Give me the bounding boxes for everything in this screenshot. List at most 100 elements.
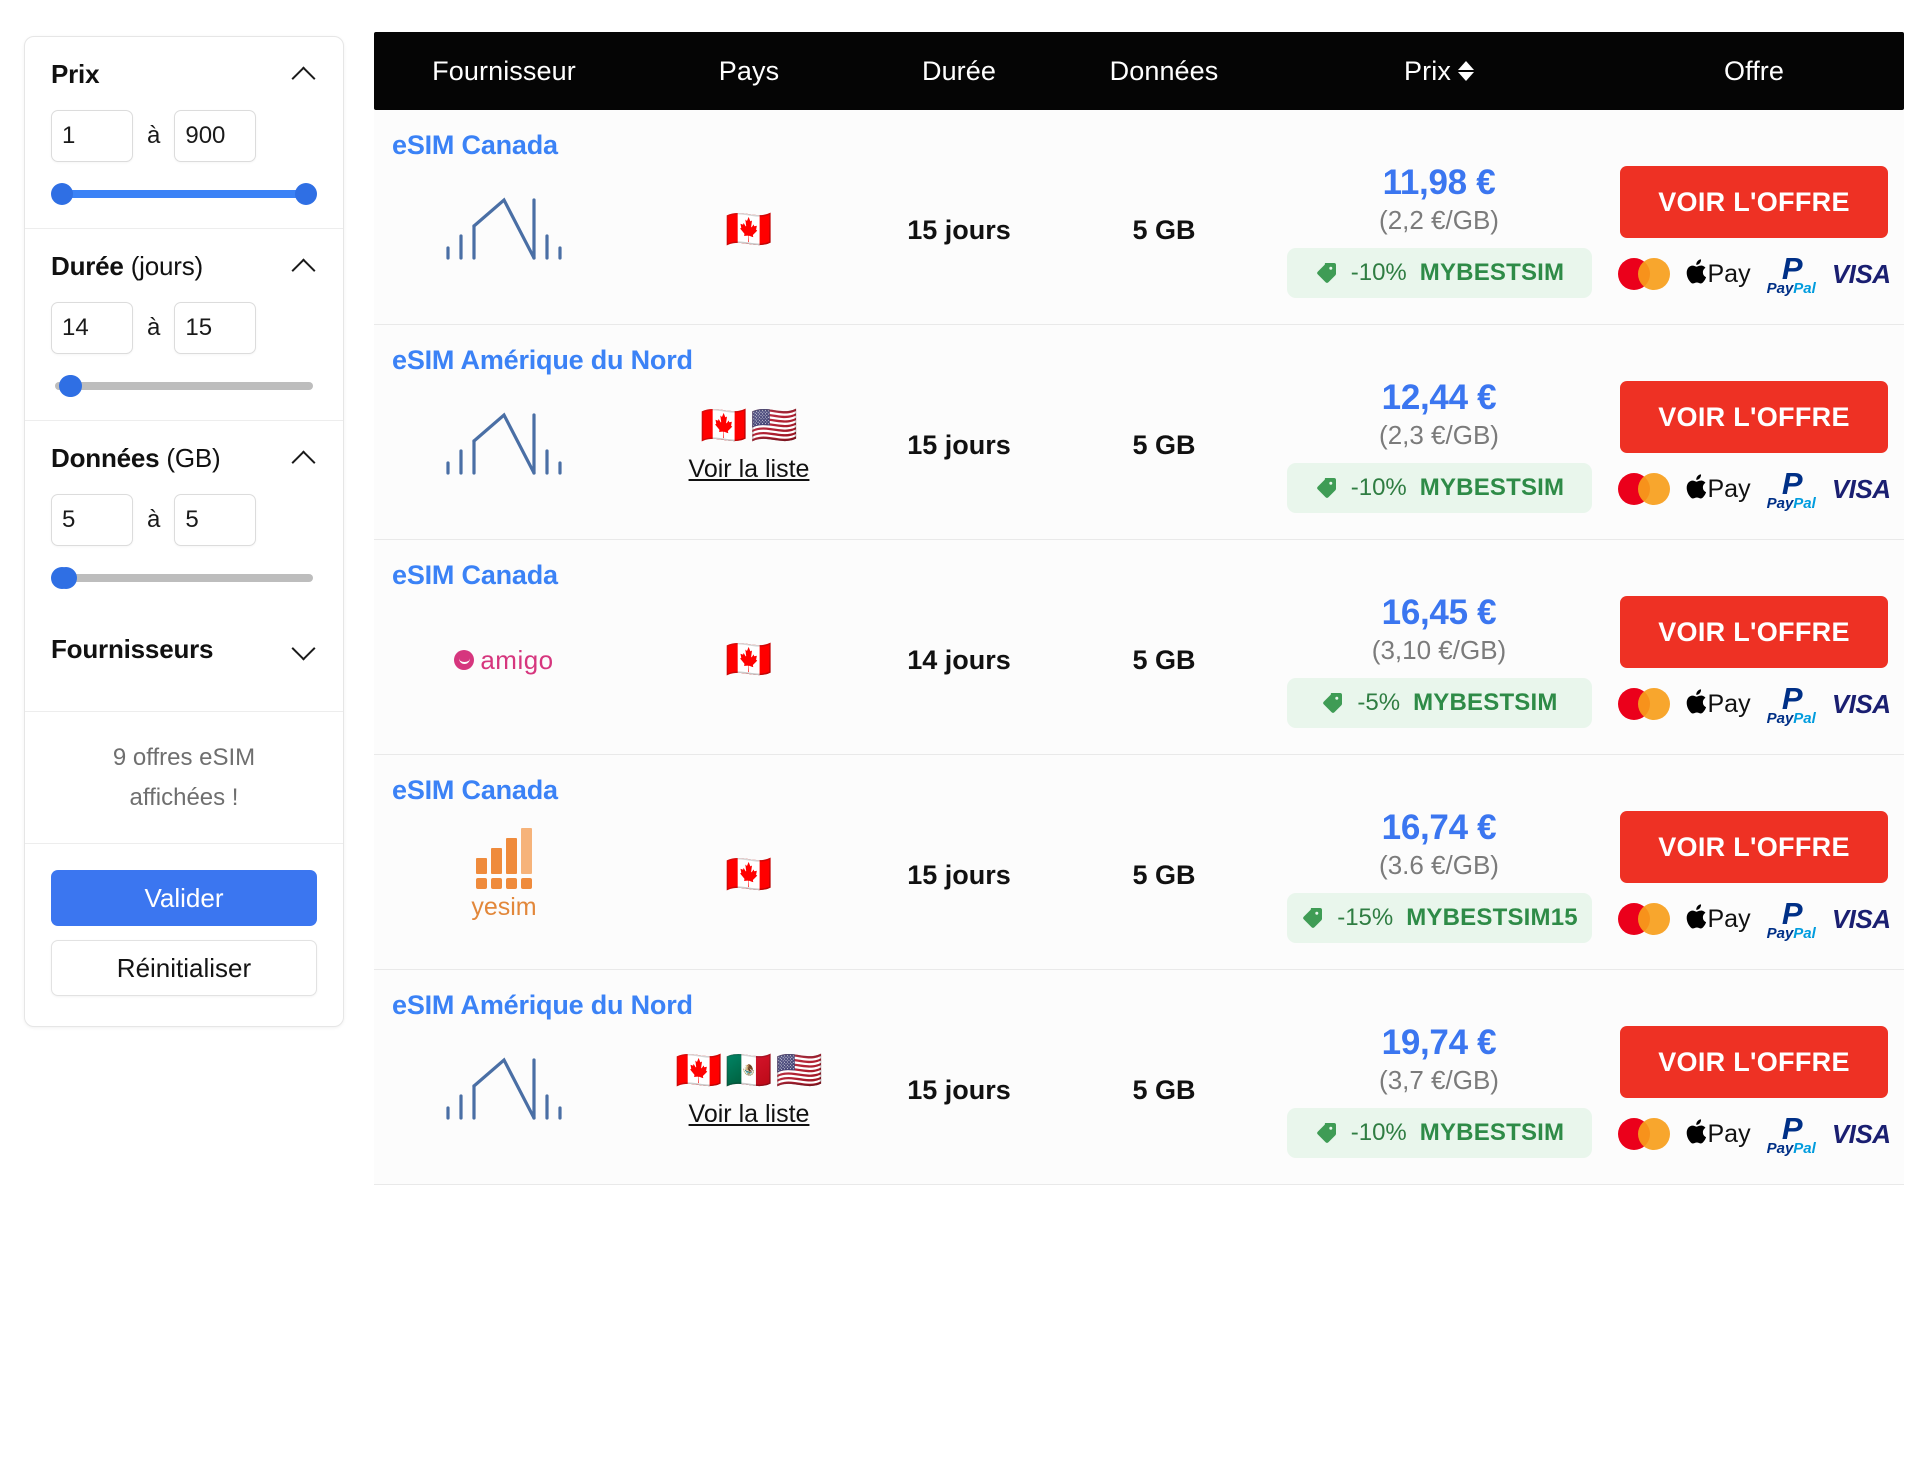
max-input-donnees[interactable]: [174, 494, 257, 546]
country-flags: 🇨🇦: [725, 641, 772, 679]
slider-knob-max[interactable]: [295, 183, 317, 205]
cell-prix: 19,74 € (3,7 €/GB) -10% MYBESTSIM: [1274, 997, 1604, 1158]
price-per-gb: (2,3 €/GB): [1379, 419, 1499, 450]
yesim-bar: [505, 838, 517, 874]
apple-pay-icon: Pay: [1686, 689, 1751, 719]
price-per-gb: (2,2 €/GB): [1379, 204, 1499, 235]
flag-icon: 🇨🇦: [725, 854, 773, 896]
yesim-square: [490, 878, 502, 889]
paypal-wordmark: PayPal: [1766, 709, 1816, 727]
filter-title-text: Données: [51, 443, 160, 473]
promo-code: MYBESTSIM: [1413, 688, 1558, 716]
promo-code: MYBESTSIM: [1419, 1118, 1565, 1146]
filter-block-fournisseurs[interactable]: Fournisseurs: [25, 612, 343, 712]
paypal-icon: P PayPal: [1767, 253, 1816, 296]
column-header-label: Fournisseur: [432, 55, 576, 86]
price-value: 12,44 €: [1381, 377, 1497, 417]
visa-icon: VISA: [1831, 1118, 1891, 1149]
view-offer-button[interactable]: VOIR L'OFFRE: [1620, 596, 1888, 668]
filter-title-text: Prix: [51, 59, 100, 89]
mastercard-right-circle: [1637, 903, 1670, 935]
paypal-wordmark: PayPal: [1766, 279, 1816, 297]
cell-fournisseur: amigo: [374, 619, 634, 676]
flag-icon: 🇲🇽: [725, 1049, 773, 1092]
slider-knob-max[interactable]: [60, 375, 83, 397]
paypal-wordmark: PayPal: [1766, 1139, 1816, 1157]
country-flags: 🇨🇦 🇺🇸: [700, 407, 798, 445]
cell-offre: VOIR L'OFFRE Pay P PayPal VISA: [1604, 140, 1904, 296]
max-input-duree[interactable]: [174, 302, 257, 354]
view-offer-button[interactable]: VOIR L'OFFRE: [1620, 381, 1888, 453]
filter-header-duree[interactable]: Durée (jours): [51, 251, 317, 282]
promo-badge: -5% MYBESTSIM: [1286, 677, 1592, 728]
view-offer-button[interactable]: VOIR L'OFFRE: [1620, 811, 1888, 883]
offer-title-link[interactable]: eSIM Amérique du Nord: [392, 345, 693, 375]
chevron-up-icon[interactable]: [291, 62, 317, 88]
promo-badge: -15% MYBESTSIM15: [1286, 892, 1592, 943]
view-offer-button[interactable]: VOIR L'OFFRE: [1620, 166, 1888, 238]
see-list-link[interactable]: Voir la liste: [688, 454, 810, 483]
payment-methods: Pay P PayPal VISA: [1617, 1113, 1891, 1157]
price-value: 19,74 €: [1381, 1022, 1497, 1062]
slider-knob-max[interactable]: [55, 567, 78, 589]
flag-icon: 🇨🇦: [675, 1049, 723, 1092]
cell-prix: 12,44 € (2,3 €/GB) -10% MYBESTSIM: [1274, 352, 1604, 513]
offer-title-link[interactable]: eSIM Canada: [392, 560, 558, 590]
column-header-duree: Durée: [864, 56, 1054, 87]
filter-block-duree: Durée (jours) à: [25, 229, 343, 421]
mastercard-icon: [1617, 258, 1670, 290]
yesim-square: [520, 878, 532, 889]
slider-knob-min[interactable]: [51, 183, 73, 205]
amigo-logo-icon: amigo: [454, 645, 553, 676]
offer-title-link[interactable]: eSIM Amérique du Nord: [392, 990, 693, 1020]
view-offer-button[interactable]: VOIR L'OFFRE: [1620, 1026, 1888, 1098]
apple-pay-icon: Pay: [1686, 474, 1751, 504]
min-input-duree[interactable]: [51, 302, 133, 354]
cell-donnees: 5 GB: [1132, 859, 1196, 890]
cell-duree: 15 jours: [907, 429, 1011, 460]
apple-logo-icon: [1686, 689, 1706, 719]
mastercard-right-circle: [1637, 1118, 1670, 1150]
min-input-donnees[interactable]: [51, 494, 133, 546]
promo-percent: -15%: [1337, 903, 1394, 931]
offer-title-link[interactable]: eSIM Canada: [392, 775, 558, 805]
range-slider-prix[interactable]: [51, 183, 317, 205]
maya-logo-icon: [442, 1052, 567, 1129]
cell-pays: 🇨🇦: [634, 185, 864, 249]
column-header-donnees: Données: [1054, 56, 1274, 87]
min-input-prix[interactable]: [51, 110, 133, 162]
filter-header-fournisseurs[interactable]: Fournisseurs: [51, 634, 317, 665]
cell-donnees: 5 GB: [1132, 644, 1196, 675]
cell-pays: 🇨🇦 🇲🇽 🇺🇸 Voir la liste: [634, 1026, 864, 1129]
validate-button[interactable]: Valider: [51, 870, 317, 927]
cell-fournisseur: [374, 381, 634, 484]
column-header-offre: Offre: [1604, 56, 1904, 87]
table-row: eSIM Canada amigo 🇨🇦 14 jours 5 GB 16,45 € (3,…: [374, 540, 1904, 755]
max-input-prix[interactable]: [174, 110, 257, 162]
table-row: eSIM Amérique du Nord 🇨🇦 🇺🇸 Voir la liste 15…: [374, 325, 1904, 540]
cell-pays: 🇨🇦: [634, 830, 864, 894]
filter-header-donnees[interactable]: Données (GB): [51, 443, 317, 474]
offer-title-link[interactable]: eSIM Canada: [392, 130, 558, 160]
chevron-down-icon[interactable]: [291, 637, 317, 663]
cell-duree: 14 jours: [907, 644, 1011, 675]
range-separator: à: [147, 506, 161, 533]
range-slider-duree[interactable]: [55, 375, 313, 397]
chevron-up-icon[interactable]: [291, 254, 317, 280]
chevron-up-icon[interactable]: [291, 446, 317, 472]
maya-logo-icon: [442, 192, 567, 269]
yesim-bar: [490, 848, 502, 874]
filter-block-donnees: Données (GB) à: [25, 421, 343, 612]
reset-button[interactable]: Réinitialiser: [51, 940, 317, 997]
see-list-link[interactable]: Voir la liste: [688, 1099, 810, 1128]
apple-pay-label: Pay: [1707, 904, 1751, 933]
filters-sidebar: Prix à Durée (jours) à Données (GB) à Fournis…: [24, 36, 344, 1028]
range-slider-donnees[interactable]: [51, 567, 313, 589]
sort-icon[interactable]: [1457, 61, 1474, 81]
range-separator: à: [147, 314, 161, 341]
column-header-prix[interactable]: Prix: [1274, 56, 1604, 87]
apple-pay-label: Pay: [1707, 689, 1751, 718]
cell-fournisseur: [374, 166, 634, 269]
table-row: eSIM Amérique du Nord 🇨🇦 🇲🇽 🇺🇸 Voir la liste…: [374, 970, 1904, 1185]
filter-header-prix[interactable]: Prix: [51, 59, 317, 90]
